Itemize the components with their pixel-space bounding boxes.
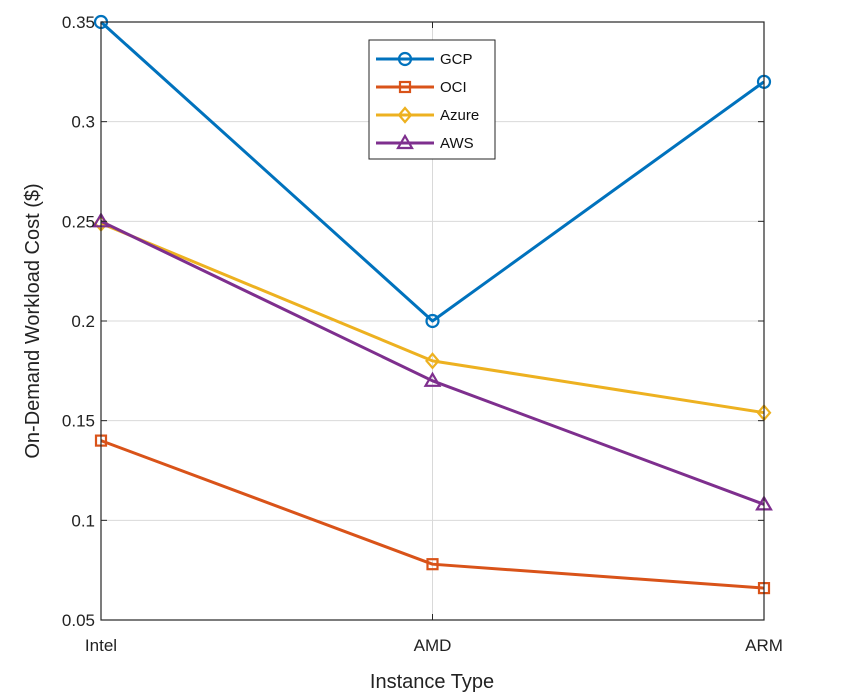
legend-marker bbox=[398, 80, 412, 94]
legend-label: OCI bbox=[440, 79, 467, 96]
y-axis-title: On-Demand Workload Cost ($) bbox=[22, 183, 44, 458]
y-tick-label: 0.15 bbox=[62, 412, 95, 431]
y-tick-label: 0.2 bbox=[71, 312, 95, 331]
legend-marker bbox=[397, 106, 413, 124]
series-line-gcp bbox=[99, 20, 765, 323]
x-axis-title: Instance Type bbox=[370, 671, 494, 693]
legend-label: GCP bbox=[440, 51, 473, 68]
data-point-gcp bbox=[425, 313, 440, 329]
data-point-azure bbox=[425, 352, 440, 370]
legend: GCP OCI Azure AWS bbox=[368, 39, 496, 160]
y-tick-label: 0.35 bbox=[62, 13, 95, 32]
y-tick-label: 0.3 bbox=[71, 113, 95, 132]
tick-layer: 0.05 0.1 0.15 0.2 0.25 0.3 0.35 Intel AMD ARM bbox=[62, 13, 783, 655]
legend-entry-oci: OCI bbox=[376, 79, 467, 96]
legend-marker bbox=[396, 133, 414, 150]
legend-entry-aws: AWS bbox=[376, 133, 474, 152]
x-tick-label: ARM bbox=[745, 636, 783, 655]
legend-label: AWS bbox=[440, 135, 474, 152]
data-point-oci bbox=[426, 558, 439, 571]
legend-label: Azure bbox=[440, 107, 479, 124]
y-tick-label: 0.25 bbox=[62, 212, 95, 231]
series-line-oci bbox=[100, 439, 765, 590]
y-tick-label: 0.05 bbox=[62, 611, 95, 630]
legend-entry-azure: Azure bbox=[376, 106, 479, 124]
series-line-aws bbox=[100, 219, 765, 506]
y-tick-label: 0.1 bbox=[71, 511, 95, 530]
legend-marker bbox=[397, 51, 413, 67]
x-tick-label: Intel bbox=[85, 636, 117, 655]
legend-entry-gcp: GCP bbox=[376, 51, 473, 68]
x-tick-label: AMD bbox=[414, 636, 452, 655]
data-point-aws bbox=[423, 371, 442, 387]
series-line-azure bbox=[100, 221, 765, 415]
